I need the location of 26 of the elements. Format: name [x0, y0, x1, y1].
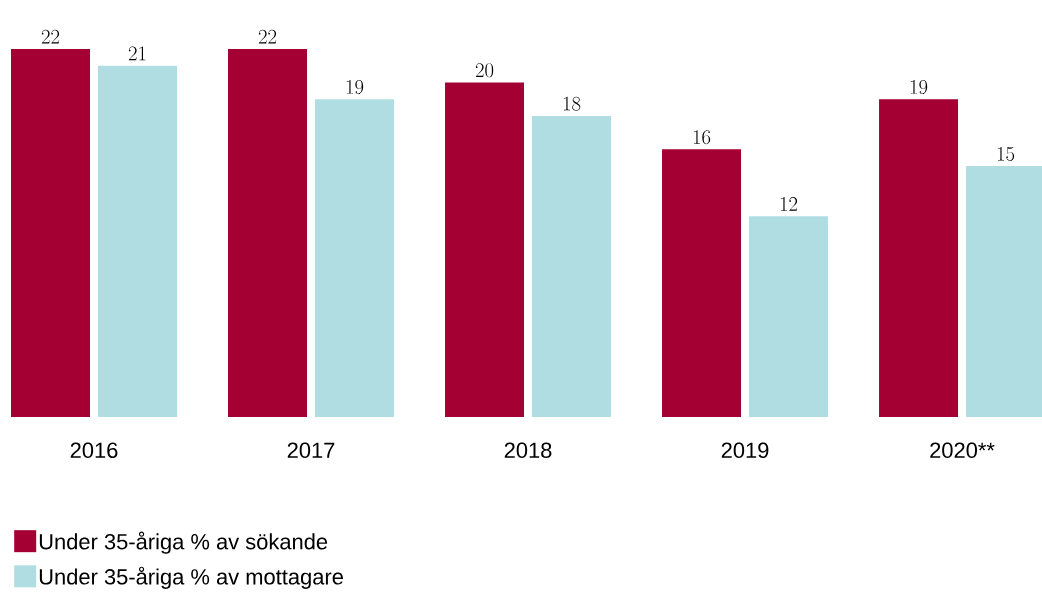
data-label: 19	[346, 80, 364, 94]
bar	[315, 99, 395, 417]
bar	[749, 216, 829, 417]
bar	[879, 99, 959, 417]
bar	[662, 149, 742, 417]
legend-label: Under 35-åriga % av mottagare	[39, 566, 343, 589]
data-label: 12	[780, 197, 798, 211]
data-label: 16	[693, 130, 711, 145]
data-label: 22	[258, 29, 277, 44]
x-tick-label: 2020**	[930, 442, 995, 459]
bar	[11, 49, 90, 417]
x-tick-label: 2016	[70, 442, 118, 459]
bar	[532, 115, 612, 417]
legend-label: Under 35-åriga % av sökande	[39, 531, 328, 554]
data-label: 21	[128, 46, 146, 61]
bar	[445, 82, 525, 417]
x-tick-label: 2019	[721, 442, 769, 459]
data-label: 20	[475, 63, 494, 78]
x-tick-label: 2017	[287, 442, 335, 459]
data-label: 22	[41, 29, 60, 44]
bar	[228, 49, 308, 417]
data-label: 15	[997, 146, 1015, 161]
bar	[98, 65, 177, 417]
data-label: 19	[910, 80, 928, 94]
data-label: 18	[563, 96, 581, 111]
x-tick-label: 2018	[504, 442, 552, 459]
